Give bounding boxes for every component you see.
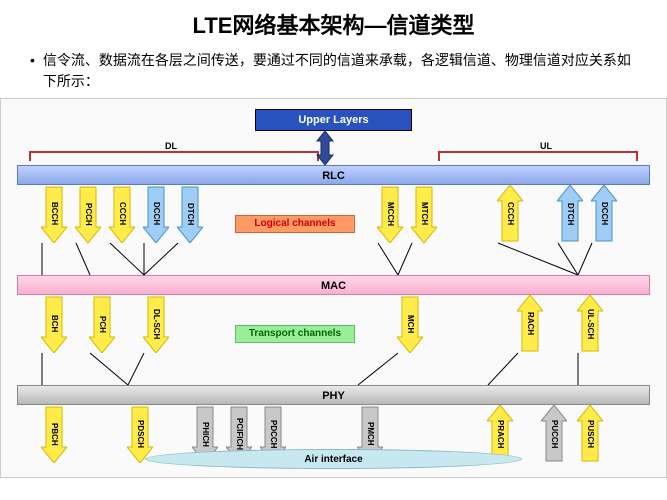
channel-label: CCCH [497,193,523,235]
channel-label: CCCH [109,193,135,235]
channel-label: DL-SCH [143,303,169,345]
channel-label: PDSCH [127,413,153,455]
channel-label: DTCH [177,193,203,235]
channel-label: BCCH [41,193,67,235]
layer-air-interface: Air interface [145,449,522,469]
channel-label: PUSCH [577,413,603,455]
channel-label: MCCH [377,193,403,235]
channel-arrow-pcch: PCCH [75,185,101,243]
channel-arrow-pucch: PUCCH [541,405,567,463]
channel-label: DCCH [143,193,169,235]
channel-label: UL-SCH [577,303,603,345]
layer-phy: PHY [17,385,650,405]
description-row: • 信令流、数据流在各层之间传送，要通过不同的信道来承载，各逻辑信道、物理信道对… [0,50,667,92]
channel-arrow-pbch: PBCH [41,405,67,463]
channel-label: MCH [397,303,423,345]
channel-arrow-pdsch: PDSCH [127,405,153,463]
channel-label: PCCH [75,193,101,235]
channel-arrow-pusch: PUSCH [577,405,603,463]
channel-arrow-dtch: DTCH [557,185,583,243]
channel-arrow-ccch: CCCH [109,185,135,243]
brace-dl [29,151,319,163]
channel-arrow-mch: MCH [397,295,423,353]
channel-label: PHICH [192,413,218,455]
channel-arrow-dl-sch: DL-SCH [143,295,169,353]
channel-label: MTCH [411,193,437,235]
logical-channel-row: BCCH PCCH CCCH DCCH DTCH MCCH MTCH CCCH DTCH DCCH [17,185,650,243]
channel-arrow-bch: BCH [41,295,67,353]
channel-label: PBCH [41,413,67,455]
brace-ul [438,151,638,163]
transport-channel-row: BCH PCH DL-SCH MCH RACH UL-SCH [17,295,650,353]
channel-arrow-mtch: MTCH [411,185,437,243]
diagram-container: Upper Layers DL UL RLC Logical channels … [0,98,667,478]
brace-ul-label: UL [540,141,552,151]
channel-arrow-pch: PCH [89,295,115,353]
channel-arrow-mcch: MCCH [377,185,403,243]
layer-mac: MAC [17,275,650,295]
brace-dl-label: DL [165,141,177,151]
channel-label: DTCH [557,193,583,235]
bullet-icon: • [30,50,35,71]
channel-arrow-dtch: DTCH [177,185,203,243]
channel-label: PCIFICH [226,413,252,455]
layer-upper: Upper Layers [255,109,412,131]
channel-label: RACH [517,303,543,345]
diagram: Upper Layers DL UL RLC Logical channels … [5,103,662,473]
channel-label: PRACH [487,413,513,455]
channel-label: PUCCH [541,413,567,455]
description-text: 信令流、数据流在各层之间传送，要通过不同的信道来承载，各逻辑信道、物理信道对应关… [43,50,637,92]
channel-arrow-rach: RACH [517,295,543,353]
channel-label: BCH [41,303,67,345]
channel-label: PCH [89,303,115,345]
channel-arrow-dcch: DCCH [143,185,169,243]
slide: LTE网络基本架构—信道类型 • 信令流、数据流在各层之间传送，要通过不同的信道… [0,0,667,500]
channel-arrow-bcch: BCCH [41,185,67,243]
channel-arrow-ccch: CCCH [497,185,523,243]
slide-title: LTE网络基本架构—信道类型 [0,8,667,40]
layer-rlc: RLC [17,165,650,185]
channel-arrow-dcch: DCCH [591,185,617,243]
upper-rlc-arrow [315,131,335,165]
channel-label: DCCH [591,193,617,235]
channel-arrow-ul-sch: UL-SCH [577,295,603,353]
